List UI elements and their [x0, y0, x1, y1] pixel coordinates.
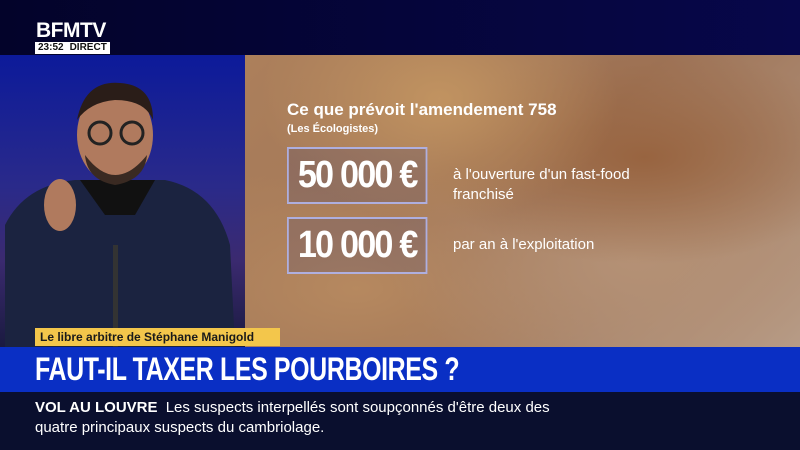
graphic-subtitle: (Les Écologistes): [287, 123, 379, 135]
amendment-graphic: Ce que prévoit l'amendement 758 (Les Éco…: [287, 55, 787, 347]
graphic-title: Ce que prévoit l'amendement 758: [287, 100, 557, 119]
ticker-text: Les suspects interpellés sont soupçonnés…: [165, 399, 550, 416]
presenter-image: [5, 82, 235, 347]
amount-box-opening: 50 000 €: [287, 147, 428, 204]
time: 23:52: [38, 42, 64, 53]
ticker-label: VOL AU LOUVRE: [35, 399, 158, 416]
amount-description-opening: à l'ouverture d'un fast-food franchisé: [453, 165, 630, 205]
description-line: franchisé: [453, 186, 514, 203]
live-label: DIRECT: [69, 42, 107, 53]
ticker-text-line2: quatre principaux suspects du cambriolag…: [35, 419, 325, 436]
amount-box-yearly: 10 000 €: [287, 217, 428, 274]
amount-description-yearly: par an à l'exploitation: [453, 236, 595, 253]
burger-background-image: [245, 55, 800, 347]
news-ticker: VOL AU LOUVRE Les suspects interpellés s…: [0, 392, 800, 450]
channel-logo: BFMTV: [36, 19, 106, 42]
live-clock: 23:52 DIRECT: [35, 42, 110, 54]
top-bar: BFMTV 23:52 DIRECT: [0, 0, 800, 55]
headline: FAUT-IL TAXER LES POURBOIRES ?: [35, 351, 460, 387]
description-line: à l'ouverture d'un fast-food: [453, 166, 630, 183]
headline-banner: FAUT-IL TAXER LES POURBOIRES ?: [0, 347, 800, 392]
video-frame: Ce que prévoit l'amendement 758 (Les Éco…: [0, 55, 800, 347]
studio-background: [0, 55, 245, 347]
show-tag: Le libre arbitre de Stéphane Manigold: [35, 328, 280, 346]
